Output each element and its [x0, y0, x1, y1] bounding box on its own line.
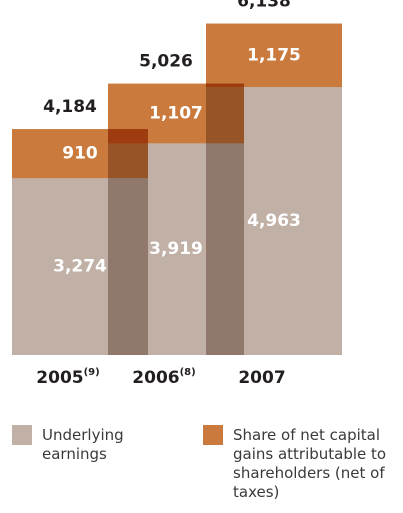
- segment-label: 3,274: [53, 257, 107, 277]
- legend-swatch: [203, 425, 223, 445]
- category: 2005: [36, 368, 83, 388]
- bar-segment: [206, 23, 342, 87]
- segment-label: 1,107: [149, 103, 203, 123]
- segment-label: 1,175: [247, 45, 301, 65]
- category-note: (9): [84, 367, 100, 378]
- segment-label: 3,919: [149, 239, 203, 259]
- chart: 3,2749104,1842005(9)3,9191,1075,0262006(…: [12, 0, 342, 388]
- x-tick-label: 2007: [238, 368, 285, 388]
- category: 2006: [132, 368, 179, 388]
- legend-label: Share of net capital gains attributable …: [233, 426, 387, 501]
- legend-label: Underlying earnings: [42, 426, 124, 463]
- x-tick-label: 2005(9): [36, 367, 99, 388]
- category: 2007: [238, 368, 285, 388]
- category-note: (8): [180, 367, 196, 378]
- x-tick-label: 2006(8): [132, 367, 195, 388]
- legend-swatch: [12, 425, 32, 445]
- total-label: 5,026: [139, 52, 193, 72]
- total-label: 4,184: [43, 97, 97, 117]
- total-label: 6,138: [237, 0, 291, 12]
- segment-label: 910: [62, 144, 98, 164]
- bar-segment: [206, 86, 342, 356]
- segment-label: 4,963: [247, 211, 301, 231]
